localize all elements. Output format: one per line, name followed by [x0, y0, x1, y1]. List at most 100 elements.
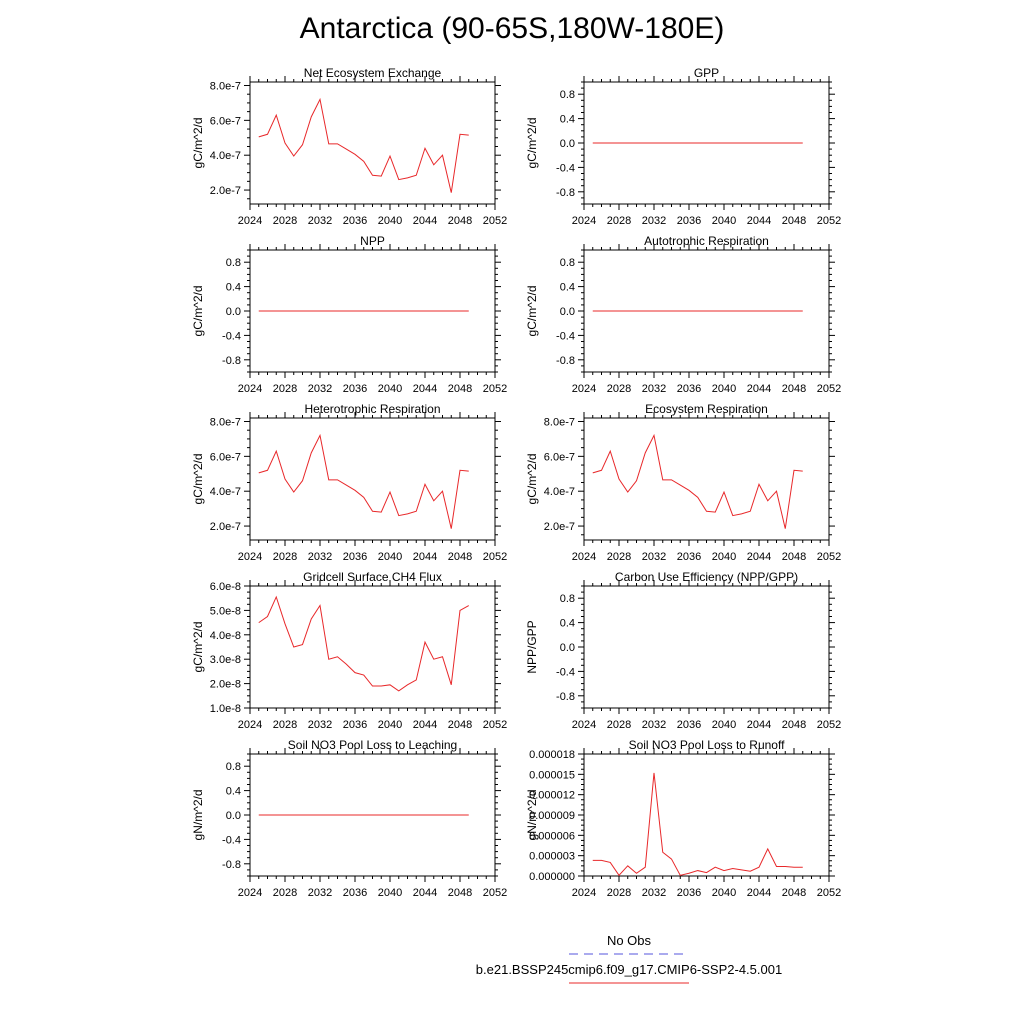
- figure-title: Antarctica (90-65S,180W-180E): [299, 12, 725, 45]
- y-tick-label: 0.4: [560, 282, 575, 294]
- panel-7: Gridcell Surface CH4 Flux gC/m^2/d 2024 202…: [191, 570, 507, 731]
- y-axis-label: gC/m^2/d: [525, 118, 539, 169]
- y-tick-label: 0.000018: [529, 749, 575, 761]
- panel-1: Net Ecosystem Exchange gC/m^2/d 2024 2028 20…: [191, 66, 507, 227]
- x-tick-label: 2032: [642, 551, 666, 563]
- y-tick-label: 2.0e-7: [544, 521, 575, 533]
- x-tick-label: 2024: [572, 551, 596, 563]
- panel-title: Autotrophic Respiration: [644, 234, 769, 248]
- x-tick-label: 2036: [677, 383, 701, 395]
- y-axis-label: gN/m^2/d: [191, 790, 205, 841]
- x-tick-label: 2028: [607, 551, 631, 563]
- y-tick-label: 0.4: [226, 282, 241, 294]
- x-tick-label: 2048: [782, 383, 806, 395]
- x-tick-label: 2024: [572, 887, 596, 899]
- y-tick-label: -0.8: [222, 859, 241, 871]
- x-tick-label: 2028: [273, 215, 297, 227]
- y-tick-label: -0.4: [556, 162, 575, 174]
- legend-obs-line: [569, 953, 689, 955]
- y-tick-label: 0.000003: [529, 851, 575, 863]
- x-tick-label: 2032: [308, 719, 332, 731]
- x-tick-label: 2040: [712, 887, 736, 899]
- x-tick-label: 2040: [378, 719, 402, 731]
- x-tick-label: 2036: [677, 215, 701, 227]
- y-tick-label: 0.8: [560, 89, 575, 101]
- y-tick-label: 4.0e-8: [210, 630, 241, 642]
- panel-title: GPP: [694, 66, 719, 80]
- x-tick-label: 2032: [642, 383, 666, 395]
- series-line: [592, 433, 803, 529]
- x-tick-label: 2048: [782, 551, 806, 563]
- plot-frame: [583, 753, 830, 877]
- x-tick-label: 2044: [747, 215, 771, 227]
- x-tick-label: 2024: [572, 383, 596, 395]
- y-tick-label: 6.0e-8: [210, 581, 241, 593]
- legend-model-line: [569, 982, 689, 984]
- x-tick-label: 2032: [308, 887, 332, 899]
- x-tick-label: 2028: [273, 887, 297, 899]
- x-tick-label: 2024: [238, 383, 262, 395]
- y-tick-label: 0.0: [560, 642, 575, 654]
- y-tick-label: 6.0e-7: [210, 115, 241, 127]
- panel-5: Heterotrophic Respiration gC/m^2/d 2024 202…: [191, 402, 507, 563]
- y-tick-label: -0.4: [222, 330, 241, 342]
- panel-4: Autotrophic Respiration gC/m^2/d 2024 2028 2…: [525, 234, 841, 395]
- x-tick-label: 2052: [817, 719, 841, 731]
- x-tick-label: 2040: [712, 383, 736, 395]
- x-tick-label: 2052: [483, 551, 507, 563]
- series-line: [258, 97, 469, 193]
- x-tick-label: 2028: [273, 719, 297, 731]
- y-tick-label: 6.0e-7: [544, 451, 575, 463]
- x-tick-label: 2036: [343, 719, 367, 731]
- x-tick-label: 2040: [712, 215, 736, 227]
- x-tick-label: 2036: [677, 887, 701, 899]
- y-tick-label: 2.0e-7: [210, 185, 241, 197]
- x-tick-label: 2036: [343, 215, 367, 227]
- x-tick-label: 2024: [572, 719, 596, 731]
- x-tick-label: 2052: [483, 383, 507, 395]
- x-tick-label: 2040: [378, 215, 402, 227]
- x-tick-label: 2036: [677, 719, 701, 731]
- y-tick-label: -0.4: [222, 834, 241, 846]
- x-tick-label: 2048: [448, 719, 472, 731]
- y-tick-label: 1.0e-8: [210, 703, 241, 715]
- y-axis-label: gC/m^2/d: [191, 118, 205, 169]
- y-axis-label: gC/m^2/d: [525, 286, 539, 337]
- y-tick-label: 4.0e-7: [210, 150, 241, 162]
- y-tick-label: -0.8: [222, 355, 241, 367]
- y-tick-label: -0.4: [556, 330, 575, 342]
- x-tick-label: 2044: [747, 719, 771, 731]
- x-tick-label: 2044: [747, 551, 771, 563]
- plot-frame: [249, 585, 496, 709]
- y-tick-label: 0.0: [226, 810, 241, 822]
- x-tick-label: 2040: [712, 551, 736, 563]
- y-tick-label: 8.0e-7: [544, 416, 575, 428]
- series-line: [258, 595, 469, 692]
- x-tick-label: 2032: [308, 551, 332, 563]
- x-tick-label: 2052: [483, 887, 507, 899]
- x-tick-label: 2048: [448, 215, 472, 227]
- legend-model-label: b.e21.BSSP245cmip6.f09_g17.CMIP6-SSP2-4.…: [475, 962, 783, 977]
- x-tick-label: 2052: [817, 215, 841, 227]
- panel-2: GPP gC/m^2/d 2024 2028 2032 2036 2040 2044 2048 2…: [525, 66, 841, 227]
- y-tick-label: 0.000006: [529, 830, 575, 842]
- x-tick-label: 2024: [572, 215, 596, 227]
- x-tick-label: 2044: [413, 551, 437, 563]
- x-tick-label: 2040: [378, 383, 402, 395]
- x-tick-label: 2052: [817, 887, 841, 899]
- panel-title: Soil NO3 Pool Loss to Runoff: [629, 738, 786, 752]
- x-tick-label: 2024: [238, 719, 262, 731]
- y-axis-label: gC/m^2/d: [191, 286, 205, 337]
- x-tick-label: 2028: [607, 215, 631, 227]
- y-tick-label: 0.000015: [529, 769, 575, 781]
- x-tick-label: 2044: [747, 887, 771, 899]
- y-tick-label: -0.8: [556, 355, 575, 367]
- panel-title: NPP: [360, 234, 385, 248]
- series-line: [592, 772, 803, 877]
- y-tick-label: 0.4: [226, 786, 241, 798]
- x-tick-label: 2032: [642, 215, 666, 227]
- x-tick-label: 2036: [343, 551, 367, 563]
- y-tick-label: 0.4: [560, 618, 575, 630]
- x-tick-label: 2024: [238, 887, 262, 899]
- panel-9: Soil NO3 Pool Loss to Leaching gN/m^2/d 20…: [191, 738, 507, 899]
